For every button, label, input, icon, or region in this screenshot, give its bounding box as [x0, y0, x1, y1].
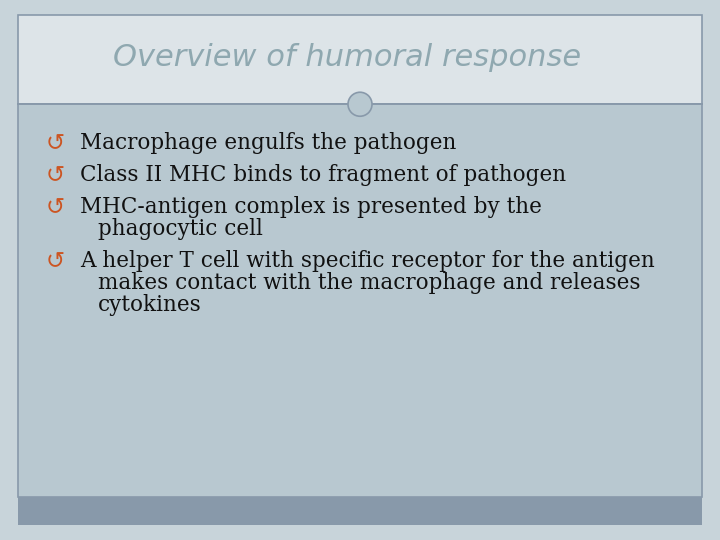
- Text: Overview of humoral response: Overview of humoral response: [113, 43, 581, 72]
- Text: MHC-antigen complex is presented by the: MHC-antigen complex is presented by the: [80, 196, 542, 218]
- Text: ↺: ↺: [46, 250, 65, 273]
- Text: A helper T cell with specific receptor for the antigen: A helper T cell with specific receptor f…: [80, 250, 654, 272]
- Text: Macrophage engulfs the pathogen: Macrophage engulfs the pathogen: [80, 132, 456, 154]
- Text: ↺: ↺: [46, 132, 65, 156]
- FancyBboxPatch shape: [18, 497, 702, 525]
- Circle shape: [348, 92, 372, 116]
- Text: ↺: ↺: [46, 196, 65, 219]
- Text: cytokines: cytokines: [98, 294, 202, 316]
- Text: phagocytic cell: phagocytic cell: [98, 218, 263, 240]
- FancyBboxPatch shape: [18, 15, 702, 104]
- Text: Class II MHC binds to fragment of pathogen: Class II MHC binds to fragment of pathog…: [80, 164, 566, 186]
- Text: makes contact with the macrophage and releases: makes contact with the macrophage and re…: [98, 272, 641, 294]
- FancyBboxPatch shape: [18, 104, 702, 497]
- Text: ↺: ↺: [46, 164, 65, 187]
